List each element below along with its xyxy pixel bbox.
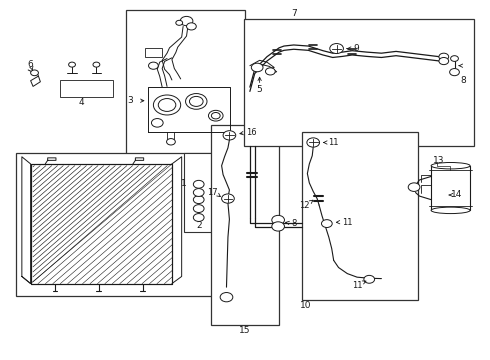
Text: 8: 8 [461,76,466,85]
Bar [145,48,162,57]
Circle shape [30,70,38,76]
Text: 14: 14 [451,190,463,199]
Text: 5: 5 [257,85,263,94]
Circle shape [93,62,100,67]
Text: 7: 7 [291,9,296,18]
Ellipse shape [431,207,470,213]
Circle shape [221,194,234,203]
Circle shape [321,220,332,228]
Ellipse shape [431,162,470,169]
Circle shape [151,118,163,127]
Text: 6: 6 [28,60,33,69]
Circle shape [194,180,204,188]
Circle shape [190,96,203,107]
Circle shape [223,131,236,140]
Circle shape [194,196,204,203]
Circle shape [167,139,175,145]
Circle shape [272,215,285,225]
Text: 10: 10 [300,301,312,310]
Circle shape [251,63,263,72]
Text: 15: 15 [239,326,251,335]
Circle shape [194,189,204,197]
Circle shape [194,204,204,212]
Circle shape [330,44,343,54]
Circle shape [220,293,233,302]
Circle shape [187,23,196,30]
Text: 12: 12 [299,201,310,210]
Text: 11: 11 [342,218,353,227]
Text: 1: 1 [181,179,187,188]
Circle shape [208,111,223,121]
Text: 4: 4 [79,98,85,107]
Circle shape [158,99,176,111]
Circle shape [439,53,449,60]
Circle shape [176,20,183,25]
Circle shape [439,58,449,64]
Bar [16,153,216,296]
Text: 16: 16 [246,129,257,138]
Text: 13: 13 [433,156,444,165]
Circle shape [194,213,204,221]
Circle shape [153,95,181,115]
Circle shape [180,17,193,26]
Circle shape [408,183,420,192]
Bar [60,80,114,97]
Circle shape [148,62,158,69]
Circle shape [364,275,374,283]
Circle shape [266,68,275,75]
Circle shape [272,222,285,231]
Bar [125,10,245,178]
Circle shape [450,68,460,76]
Text: 9: 9 [353,44,359,53]
Text: 2: 2 [196,221,201,230]
Bar [211,125,279,325]
Text: 11: 11 [352,281,362,290]
Circle shape [307,138,319,147]
Bar [244,19,474,146]
Circle shape [451,56,459,62]
Circle shape [69,62,75,67]
Text: 11: 11 [328,138,339,147]
Text: 17: 17 [207,188,218,197]
Bar [184,153,213,232]
Text: 3: 3 [127,96,133,105]
Circle shape [186,94,207,109]
Bar [302,132,418,300]
Text: 8: 8 [291,219,296,228]
Circle shape [211,112,220,119]
